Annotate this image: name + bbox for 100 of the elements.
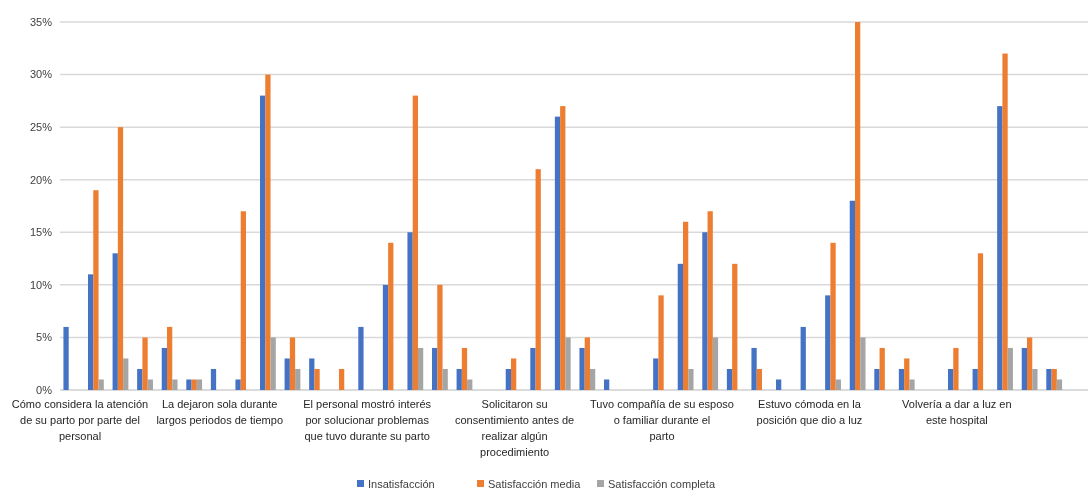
bar xyxy=(560,106,566,390)
bar xyxy=(196,379,203,390)
x-tick-label: Volvería a dar a luz en este hospital xyxy=(902,398,1012,426)
bar xyxy=(442,368,448,390)
bar xyxy=(186,379,192,390)
bar xyxy=(93,190,99,390)
bar xyxy=(751,347,757,390)
bar xyxy=(732,263,738,390)
bar xyxy=(1032,368,1038,390)
bar xyxy=(726,368,733,390)
legend-label: Satisfacción completa xyxy=(608,478,716,490)
bar xyxy=(756,368,762,390)
y-tick-label: 15% xyxy=(29,226,53,239)
bar xyxy=(289,337,296,390)
bar xyxy=(554,116,561,390)
bar xyxy=(1002,53,1008,390)
bar xyxy=(210,368,217,390)
bar xyxy=(530,347,536,390)
x-tick-label: La dejaron sola durante largos periodos de tiempo xyxy=(156,398,283,426)
bar xyxy=(467,379,473,390)
bar xyxy=(849,200,855,390)
bar xyxy=(284,358,290,390)
bar xyxy=(270,337,276,390)
bar xyxy=(682,221,689,390)
bar xyxy=(137,368,143,390)
bar xyxy=(314,368,320,390)
bar xyxy=(412,95,418,390)
bar xyxy=(98,379,104,390)
bar xyxy=(123,358,129,390)
bar xyxy=(535,169,541,390)
bar xyxy=(707,211,713,390)
bar xyxy=(432,347,438,390)
bar xyxy=(972,368,978,390)
x-tick-label: Cómo considera la atención de su parto por parte del personal xyxy=(11,398,149,442)
x-tick-label: Estuvo cómoda en la posición que dio a luz xyxy=(756,398,863,426)
bar xyxy=(112,253,118,390)
bar xyxy=(702,232,708,390)
bar xyxy=(88,274,94,390)
bar xyxy=(712,337,719,390)
bar xyxy=(295,368,301,390)
bar xyxy=(172,379,178,390)
bar xyxy=(977,253,984,390)
bar xyxy=(407,232,413,390)
bar xyxy=(260,95,266,390)
bar xyxy=(63,326,69,390)
bar xyxy=(1056,379,1063,390)
bar xyxy=(904,358,910,390)
bar xyxy=(688,368,694,390)
y-tick-label: 35% xyxy=(29,15,53,28)
bar xyxy=(776,379,782,390)
bar xyxy=(265,74,271,390)
x-tick-label: El personal mostró interés por solucionar problemas que tuvo durante su parto xyxy=(303,398,432,442)
bar xyxy=(166,326,173,390)
bar xyxy=(800,326,806,390)
bar xyxy=(240,211,246,390)
bar xyxy=(874,368,880,390)
bar xyxy=(191,379,197,390)
bar xyxy=(1007,347,1013,390)
bar xyxy=(437,284,443,390)
bar xyxy=(1046,368,1052,390)
bar xyxy=(854,22,861,390)
bar xyxy=(142,337,148,390)
bar xyxy=(584,337,590,390)
bar xyxy=(677,263,683,390)
bar xyxy=(825,295,831,390)
bar xyxy=(505,368,511,390)
bar xyxy=(417,347,424,390)
bar xyxy=(879,347,885,390)
bar xyxy=(565,337,571,390)
bar xyxy=(382,284,389,390)
bar xyxy=(589,368,596,390)
y-tick-label: 30% xyxy=(29,68,53,81)
bar xyxy=(653,358,659,390)
bar xyxy=(338,368,345,390)
bar xyxy=(235,379,241,390)
bar xyxy=(658,295,664,390)
bar xyxy=(117,127,124,390)
bar xyxy=(1051,368,1057,390)
legend-label: Satisfacción media xyxy=(488,478,582,490)
bar xyxy=(860,337,866,390)
bar xyxy=(461,347,468,390)
bar xyxy=(997,106,1003,390)
bar xyxy=(604,379,610,390)
bar xyxy=(1026,337,1033,390)
bar xyxy=(388,242,394,390)
bar xyxy=(953,347,959,390)
bar xyxy=(579,347,585,390)
y-tick-label: 10% xyxy=(29,278,53,291)
bar xyxy=(358,326,364,390)
x-tick-label: Tuvo compañía de su esposo o familiar durante el parto xyxy=(590,398,734,442)
bar xyxy=(161,347,167,390)
bar xyxy=(830,242,836,390)
bar xyxy=(456,368,462,390)
bar xyxy=(835,379,841,390)
bar xyxy=(898,368,905,390)
y-tick-label: 5% xyxy=(36,331,53,344)
bar xyxy=(909,379,915,390)
x-tick-label: Solicitaron su consentimiento antes de realizar algún procedimiento xyxy=(454,398,575,458)
y-tick-label: 0% xyxy=(36,383,53,396)
bar xyxy=(948,368,954,390)
